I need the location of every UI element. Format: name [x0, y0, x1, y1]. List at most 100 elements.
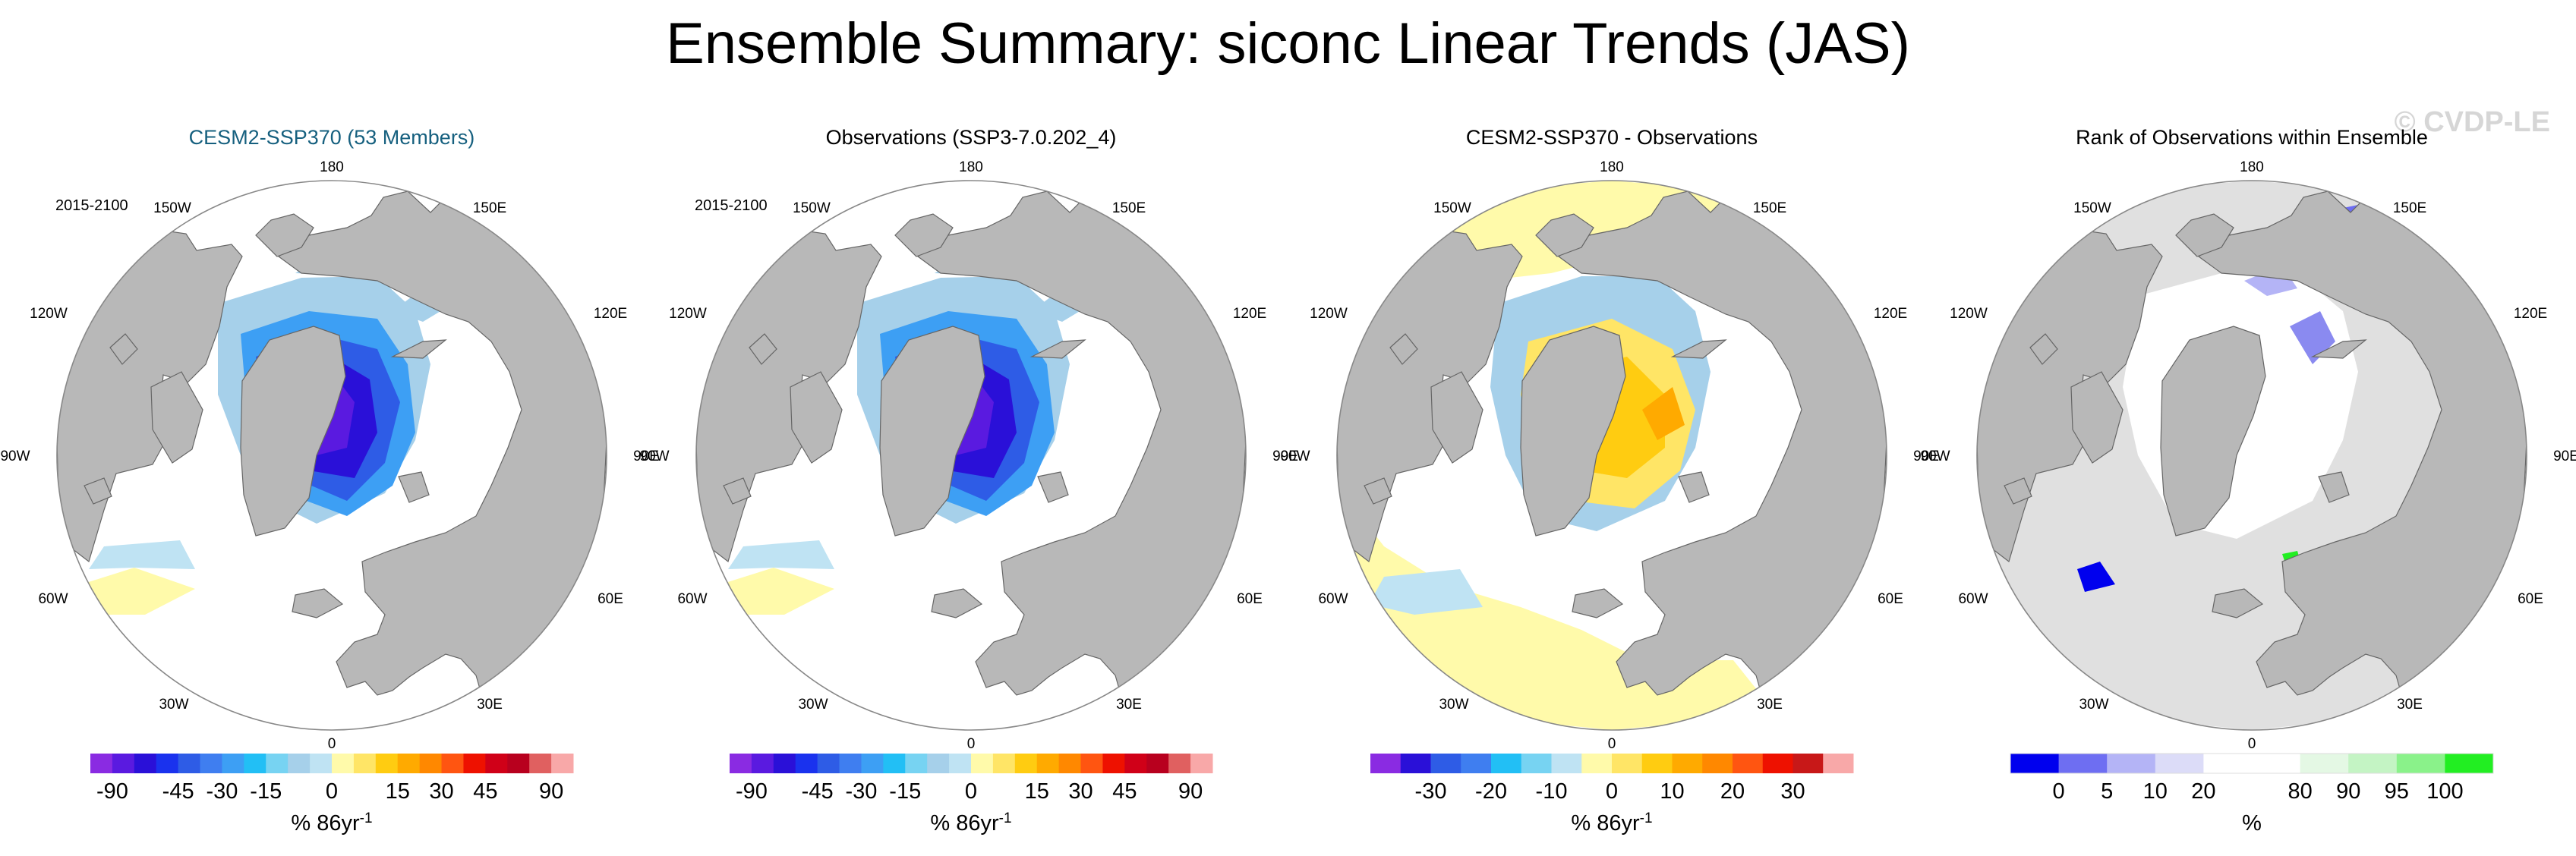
novaya-zemlya-land — [1029, 339, 1086, 359]
hudson-ice — [728, 540, 834, 569]
colorbar-swatch — [375, 754, 399, 773]
colorbar-tick-label: 10 — [1660, 779, 1684, 804]
chukotka-land — [1535, 213, 1594, 257]
lon-label: 0 — [967, 736, 976, 752]
lon-label: 120E — [1874, 306, 1907, 322]
lon-label: 180 — [2240, 159, 2264, 175]
chukotka-land — [255, 213, 314, 257]
colorbar-swatch — [1168, 754, 1191, 773]
baffin-land — [1430, 371, 1483, 464]
svalbard-land — [1678, 471, 1710, 503]
colorbar-tick-label: 45 — [1112, 779, 1137, 804]
colorbar-swatch — [2396, 754, 2445, 773]
lon-label: 90E — [1913, 448, 1939, 464]
map-area — [1977, 181, 2527, 730]
units-text: % 86yr — [291, 811, 360, 836]
colorbar-tick-label: 15 — [1025, 779, 1049, 804]
lon-label: 90E — [1272, 448, 1298, 464]
lon-label: 0 — [1608, 736, 1616, 752]
units-text: % 86yr — [1571, 811, 1640, 836]
colorbar-swatch — [266, 754, 288, 773]
chukotka-land — [2175, 213, 2234, 257]
colorbar-tick-label: -10 — [1536, 779, 1568, 804]
colorbar-swatch — [1124, 754, 1147, 773]
colorbar-swatch — [244, 754, 266, 773]
colorbar-tick-label: -15 — [889, 779, 921, 804]
colorbar-swatch — [1581, 754, 1613, 773]
lon-label: 30W — [2079, 697, 2108, 713]
colorbar-swatch — [507, 754, 530, 773]
colorbar-tick-label: -90 — [736, 779, 768, 804]
colorbar-tick-label: -45 — [162, 779, 194, 804]
lon-label: 90W — [639, 448, 669, 464]
colorbar-tick-label: 90 — [1178, 779, 1203, 804]
colorbar-tick-label: 30 — [429, 779, 453, 804]
lon-label: 60E — [597, 591, 623, 607]
colorbar-units: % 86yr-1 — [930, 810, 1011, 836]
colorbar-swatch — [730, 754, 752, 773]
colorbar-units: % 86yr-1 — [291, 810, 372, 836]
baffin-land — [150, 371, 203, 464]
lon-label: 60W — [1958, 591, 1988, 607]
panel-2: Observations (SSP3-7.0.202_4) 2015-2100 18… — [639, 126, 1297, 836]
island-land — [723, 477, 752, 505]
colorbar-swatch — [971, 754, 994, 773]
lon-label: 90W — [1920, 448, 1950, 464]
lon-label: 120E — [1233, 306, 1266, 322]
lon-label: 30E — [2397, 697, 2423, 713]
colorbar-tick-label: 0 — [965, 779, 977, 804]
colorbar-swatch — [200, 754, 222, 773]
greenland-land — [879, 326, 985, 537]
colorbar-swatch — [773, 754, 796, 773]
colorbar-swatch — [310, 754, 333, 773]
island-land — [2004, 477, 2032, 505]
lon-label: 0 — [328, 736, 336, 752]
colorbar-tick-label: 45 — [473, 779, 497, 804]
map-area — [696, 181, 1246, 730]
colorbar-swatch — [419, 754, 443, 773]
lon-label: 150E — [1753, 200, 1786, 216]
colorbar-swatch — [751, 754, 774, 773]
colorbar-units: % — [2242, 811, 2262, 836]
units-exponent: -1 — [1640, 810, 1653, 826]
colorbar-swatch — [353, 754, 377, 773]
colorbar-swatch — [1014, 754, 1038, 773]
lon-label: 90W — [1280, 448, 1310, 464]
colorbar-tick-label: -30 — [845, 779, 877, 804]
colorbar-swatch — [927, 754, 950, 773]
novaya-zemlya-land — [2310, 339, 2367, 359]
colorbar-swatch — [529, 754, 552, 773]
colorbar-swatch — [817, 754, 840, 773]
lon-label: 30W — [798, 697, 828, 713]
iceland-land — [2212, 588, 2264, 618]
lon-label: 120W — [1950, 306, 1988, 322]
greenland-land — [1520, 326, 1626, 537]
lon-label: 30W — [1439, 697, 1468, 713]
colorbar-swatch — [861, 754, 884, 773]
colorbar-tick-label: 0 — [2053, 779, 2065, 804]
lon-label: 60E — [2518, 591, 2543, 607]
colorbar-swatch — [1370, 754, 1402, 773]
colorbar-tick-label: 95 — [2385, 779, 2409, 804]
lon-label: 120W — [669, 306, 707, 322]
diff-hotspot — [1642, 387, 1685, 440]
svalbard-land — [1037, 471, 1069, 503]
colorbar-swatch — [332, 754, 355, 773]
iceland-land — [931, 588, 983, 618]
panel-1: CESM2-SSP370 (53 Members)2015-2100180150… — [0, 126, 658, 836]
lon-label: 150W — [2073, 200, 2111, 216]
novaya-zemlya-land — [390, 339, 447, 359]
units-exponent: -1 — [360, 810, 373, 826]
colorbar-tick-label: 20 — [2191, 779, 2215, 804]
colorbar-swatch — [1641, 754, 1673, 773]
colorbar-tick-label: 90 — [2336, 779, 2360, 804]
colorbar-tick-label: -20 — [1475, 779, 1507, 804]
greenland-land — [240, 326, 346, 537]
colorbar-swatch — [905, 754, 928, 773]
map-border — [1336, 180, 1887, 731]
lon-label: 150W — [1433, 200, 1471, 216]
colorbar-units: % 86yr-1 — [1571, 810, 1652, 836]
baffin-land — [2070, 371, 2124, 464]
island-land — [1364, 477, 1392, 505]
